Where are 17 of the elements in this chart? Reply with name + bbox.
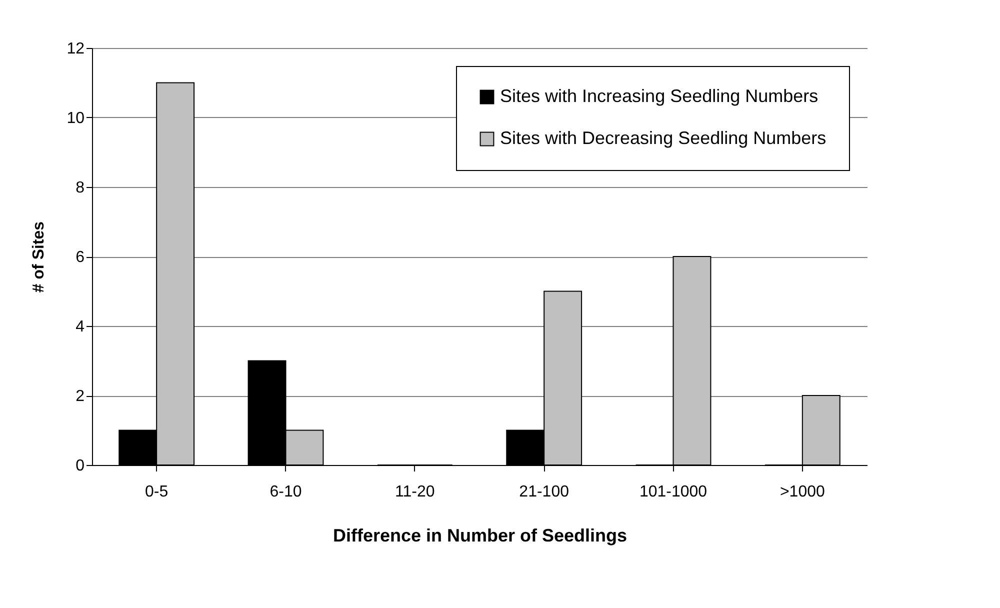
y-tick-label: 10 [66, 110, 85, 127]
x-tick-label: 101-1000 [639, 484, 708, 500]
x-tick-label: 21-100 [519, 484, 570, 500]
x-tick-label: >1000 [780, 484, 825, 500]
x-tick-label: 0-5 [145, 484, 168, 500]
x-tick-label: 11-20 [395, 484, 435, 500]
y-tick-label: 2 [76, 388, 85, 405]
y-tick-label: 0 [76, 458, 85, 474]
y-tick-label: 8 [76, 180, 85, 196]
x-tick-label: 6-10 [270, 484, 302, 500]
x-axis-title: Difference in Number of Seedlings [332, 526, 628, 546]
legend-label: Sites with Decreasing Seedling Numbers [500, 128, 826, 148]
y-tick-label: 6 [76, 249, 85, 266]
y-tick-label: 4 [76, 318, 85, 336]
y-axis-title: # of Sites [30, 221, 48, 293]
y-tick-label: 12 [66, 40, 85, 58]
legend-label: Sites with Increasing Seedling Numbers [500, 86, 818, 106]
